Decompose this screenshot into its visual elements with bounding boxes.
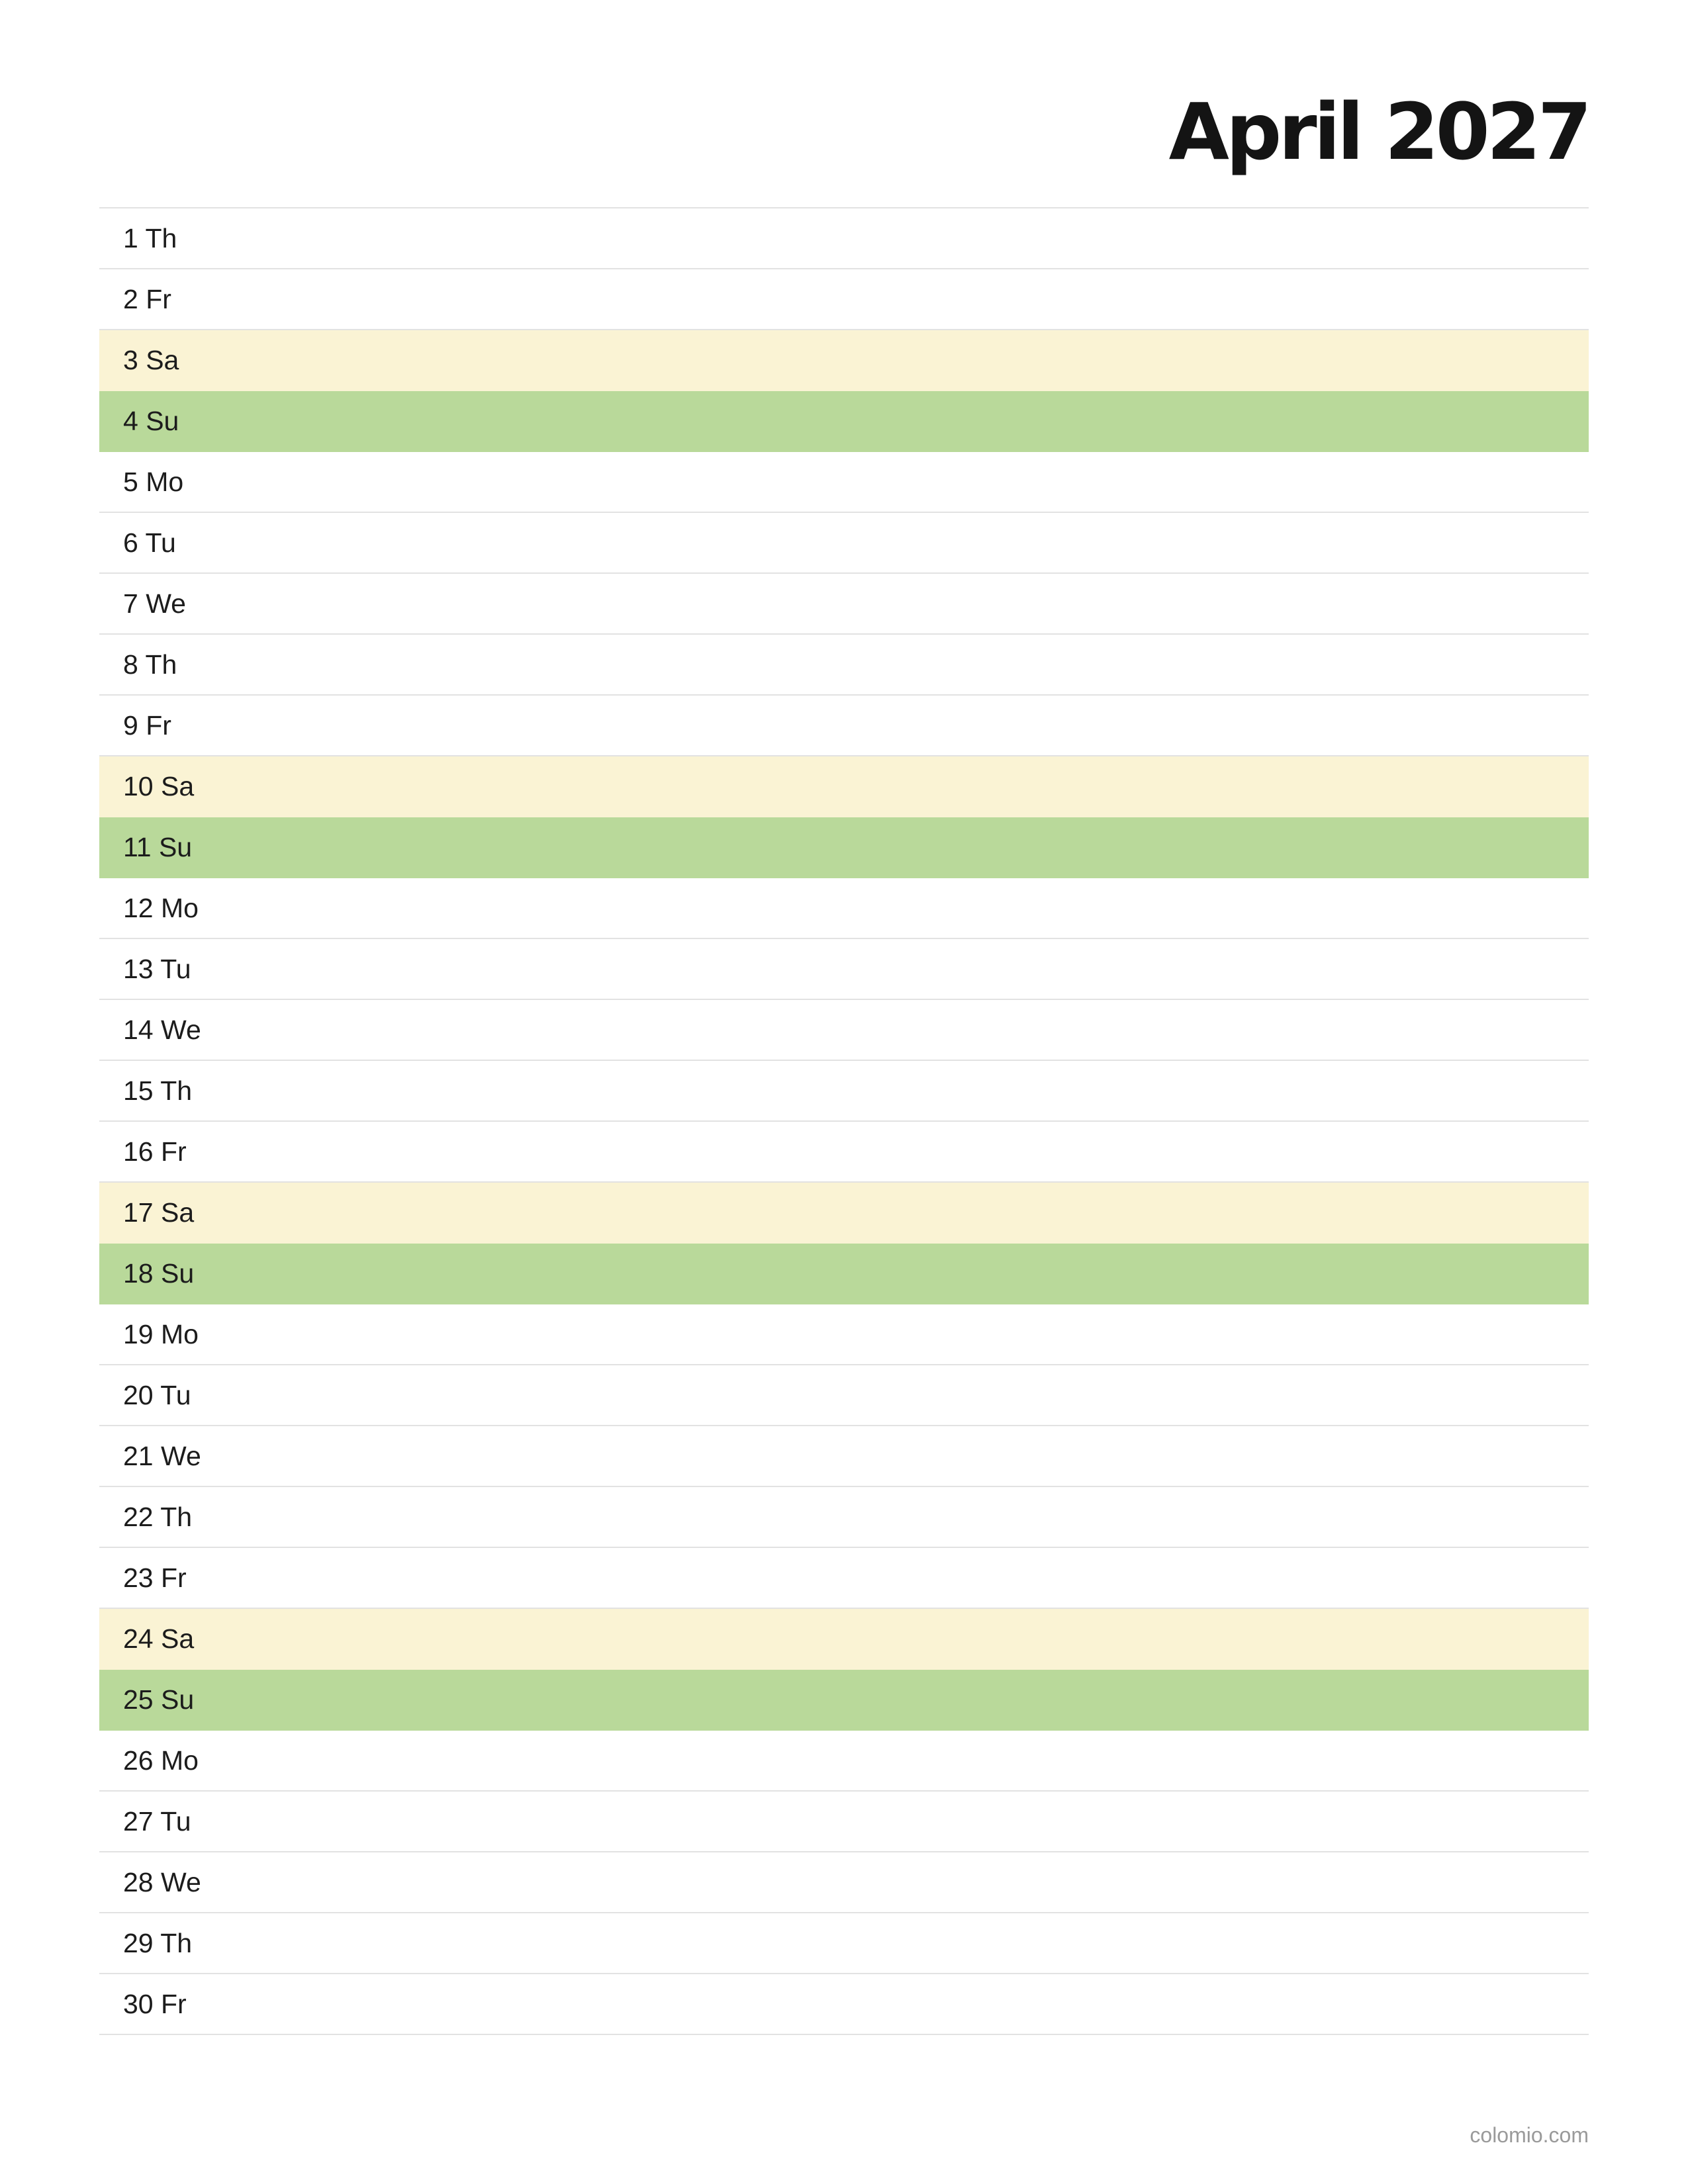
day-row-5: 5 Mo: [99, 452, 1589, 513]
day-row-8: 8 Th: [99, 635, 1589, 696]
day-row-29: 29 Th: [99, 1913, 1589, 1974]
day-row-23: 23 Fr: [99, 1548, 1589, 1609]
day-label: 2 Fr: [123, 283, 171, 314]
day-label: 30 Fr: [123, 1988, 187, 2019]
day-row-17: 17 Sa: [99, 1183, 1589, 1244]
day-label: 14 We: [123, 1014, 201, 1045]
day-label: 15 Th: [123, 1075, 193, 1106]
day-label: 1 Th: [123, 222, 177, 253]
day-row-3: 3 Sa: [99, 330, 1589, 391]
day-label: 12 Mo: [123, 892, 199, 923]
day-label: 6 Tu: [123, 527, 176, 558]
day-row-16: 16 Fr: [99, 1122, 1589, 1183]
day-label: 10 Sa: [123, 770, 195, 801]
page-title: April 2027: [1168, 86, 1592, 177]
day-label: 13 Tu: [123, 953, 191, 984]
day-label: 9 Fr: [123, 709, 171, 741]
day-label: 25 Su: [123, 1684, 195, 1715]
day-label: 5 Mo: [123, 466, 184, 497]
day-row-15: 15 Th: [99, 1061, 1589, 1122]
footer-brand: colomio.com: [1470, 2123, 1589, 2147]
day-row-9: 9 Fr: [99, 696, 1589, 756]
day-row-21: 21 We: [99, 1426, 1589, 1487]
day-row-14: 14 We: [99, 1000, 1589, 1061]
day-row-20: 20 Tu: [99, 1365, 1589, 1426]
day-label: 24 Sa: [123, 1623, 195, 1654]
day-label: 28 We: [123, 1866, 201, 1897]
day-row-25: 25 Su: [99, 1670, 1589, 1731]
day-label: 27 Tu: [123, 1805, 191, 1837]
day-row-12: 12 Mo: [99, 878, 1589, 939]
day-row-28: 28 We: [99, 1852, 1589, 1913]
day-label: 18 Su: [123, 1257, 195, 1289]
day-label: 29 Th: [123, 1927, 193, 1958]
day-row-26: 26 Mo: [99, 1731, 1589, 1792]
day-row-30: 30 Fr: [99, 1974, 1589, 2035]
day-label: 16 Fr: [123, 1136, 187, 1167]
day-row-7: 7 We: [99, 574, 1589, 635]
day-row-27: 27 Tu: [99, 1792, 1589, 1852]
day-label: 23 Fr: [123, 1562, 187, 1593]
day-row-6: 6 Tu: [99, 513, 1589, 574]
day-label: 21 We: [123, 1440, 201, 1471]
day-label: 3 Sa: [123, 344, 179, 375]
day-label: 7 We: [123, 588, 186, 619]
day-label: 8 Th: [123, 649, 177, 680]
day-label: 22 Th: [123, 1501, 193, 1532]
day-label: 4 Su: [123, 405, 179, 436]
day-label: 11 Su: [123, 831, 193, 862]
day-row-4: 4 Su: [99, 391, 1589, 452]
day-row-2: 2 Fr: [99, 269, 1589, 330]
day-list: 1 Th 2 Fr 3 Sa 4 Su 5 Mo 6 Tu 7 We 8 Th 9 Fr 10 S…: [99, 207, 1589, 2035]
day-row-19: 19 Mo: [99, 1304, 1589, 1365]
day-row-1: 1 Th: [99, 208, 1589, 269]
day-row-10: 10 Sa: [99, 756, 1589, 817]
day-row-24: 24 Sa: [99, 1609, 1589, 1670]
day-label: 20 Tu: [123, 1379, 191, 1410]
day-row-11: 11 Su: [99, 817, 1589, 878]
day-row-22: 22 Th: [99, 1487, 1589, 1548]
day-label: 17 Sa: [123, 1197, 195, 1228]
day-label: 19 Mo: [123, 1318, 199, 1349]
day-row-18: 18 Su: [99, 1244, 1589, 1304]
day-row-13: 13 Tu: [99, 939, 1589, 1000]
day-label: 26 Mo: [123, 1745, 199, 1776]
